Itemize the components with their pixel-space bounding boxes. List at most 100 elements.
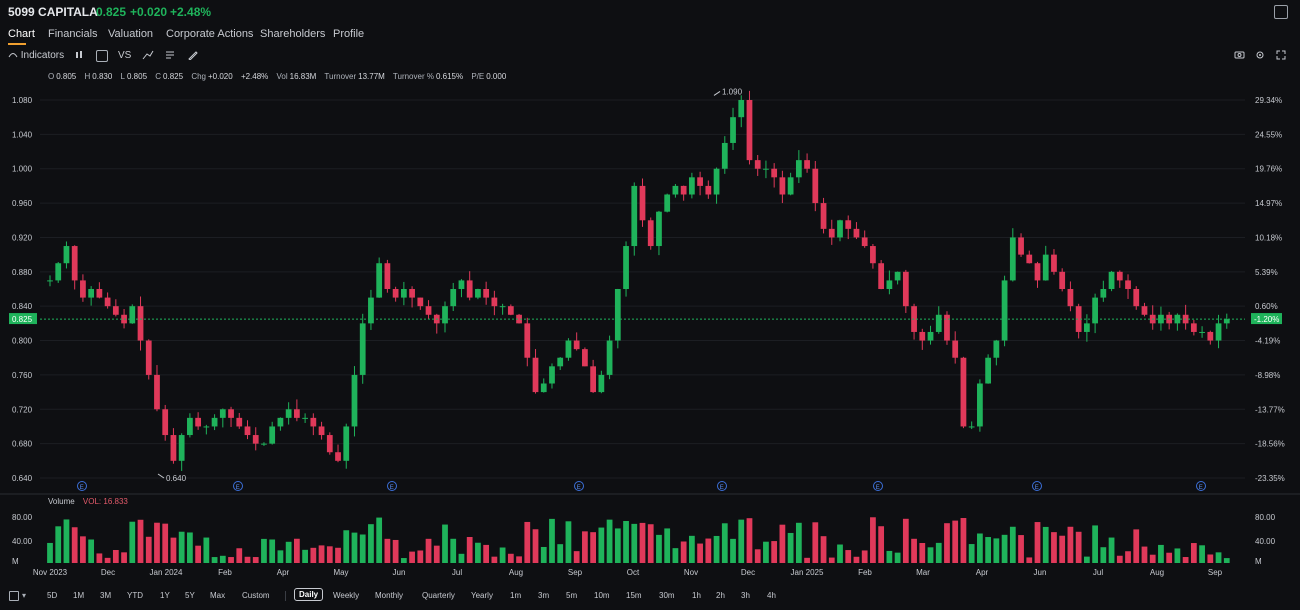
interval-yearly[interactable]: Yearly — [471, 591, 493, 600]
y-pct-tick-label: -18.56% — [1255, 440, 1285, 449]
y-pct-tick-label: 19.76% — [1255, 165, 1282, 174]
volume-bar — [145, 536, 152, 563]
min-label: 0.640 — [166, 474, 187, 483]
current-pct-tag — [1251, 313, 1282, 325]
range-5d[interactable]: 5D — [47, 591, 58, 600]
range-1m[interactable]: 1M — [73, 591, 85, 600]
calendar-icon[interactable] — [9, 591, 19, 601]
earnings-marker-label: E — [876, 485, 880, 491]
interval-daily[interactable]: Daily — [294, 588, 324, 601]
price-change-pct: +2.48% — [170, 5, 212, 19]
interval-5m[interactable]: 5m — [566, 591, 578, 600]
interval-1m[interactable]: 1m — [510, 591, 522, 600]
volume-bar — [211, 557, 218, 563]
range-custom[interactable]: Custom — [242, 591, 270, 600]
chevron-down-icon[interactable]: ▾ — [22, 591, 27, 600]
range-5y[interactable]: 5Y — [185, 591, 195, 600]
candle-body — [129, 306, 136, 324]
interval-30m[interactable]: 30m — [659, 591, 675, 600]
tab-financials[interactable]: Financials — [48, 28, 98, 40]
volume-bar — [475, 542, 481, 563]
candle-body — [1075, 306, 1082, 332]
volume-bar — [639, 522, 646, 563]
collapse-panel-icon[interactable] — [1274, 5, 1288, 19]
candle-body — [565, 340, 572, 358]
volume-bar — [935, 542, 942, 563]
volume-bar — [1051, 532, 1057, 563]
indicators-icon — [8, 53, 18, 58]
price-chart[interactable]: 1.080 29.34% 1.040 24.55% 1.000 19.76% 0.960 14… — [0, 80, 1300, 495]
candle-body — [1051, 254, 1057, 272]
interval-2h[interactable]: 2h — [716, 591, 725, 600]
earnings-marker — [1196, 481, 1206, 491]
range-1y[interactable]: 1Y — [160, 591, 170, 600]
candle-body — [688, 177, 695, 195]
interval-weekly[interactable]: Weekly — [333, 591, 360, 600]
volume-bar — [450, 538, 457, 563]
tab-profile[interactable]: Profile — [333, 28, 365, 40]
range-max[interactable]: Max — [210, 591, 226, 600]
last-price: 0.825 — [96, 5, 127, 19]
interval-15m[interactable]: 15m — [626, 591, 642, 600]
settings-icon[interactable] — [1255, 50, 1265, 63]
volume-bar — [787, 532, 794, 563]
candle-body — [697, 177, 703, 186]
x-tick-label: Mar — [916, 568, 930, 577]
template-icon[interactable] — [142, 50, 154, 63]
low-label: L — [120, 72, 125, 81]
interval-10m[interactable]: 10m — [594, 591, 610, 600]
volume-tick-label-right: 40.00 — [1255, 537, 1276, 546]
tab-shareholders[interactable]: Shareholders — [260, 28, 326, 40]
candle-body — [499, 306, 506, 308]
tab-valuation[interactable]: Valuation — [108, 28, 154, 40]
volume-bar — [1100, 547, 1107, 563]
x-tick-label: Aug — [1150, 568, 1164, 577]
max-label: 1.090 — [722, 87, 743, 96]
screenshot-icon[interactable] — [1234, 50, 1245, 62]
volume-bar — [763, 541, 769, 563]
volume-bar — [705, 538, 712, 563]
candle-type-icon[interactable] — [74, 50, 84, 63]
candle-body — [795, 160, 802, 178]
volume-bar — [1067, 526, 1074, 563]
y-tick-label: 0.760 — [12, 371, 33, 380]
x-tick-label: Feb — [858, 568, 872, 577]
volume-bar — [960, 518, 967, 563]
candle-body — [754, 160, 761, 169]
volume-bar — [252, 557, 259, 563]
interval-3h[interactable]: 3h — [741, 591, 750, 600]
interval-1h[interactable]: 1h — [692, 591, 701, 600]
candle-body — [828, 228, 835, 238]
candle-body — [1199, 331, 1205, 333]
tab-corporate-actions[interactable]: Corporate Actions — [166, 28, 254, 40]
volume-bar — [384, 538, 391, 563]
compare-button[interactable]: VS — [118, 50, 132, 61]
candle-body — [631, 185, 638, 247]
range-ytd[interactable]: YTD — [127, 591, 143, 600]
candle-body — [277, 417, 284, 427]
volume-chart[interactable]: 80.00 80.00 40.00 40.00 M M Nov 2023 Dec Jan 202… — [0, 505, 1300, 585]
interval-3m[interactable]: 3m — [538, 591, 550, 600]
interval-monthly[interactable]: Monthly — [375, 591, 404, 600]
interval-quarterly[interactable]: Quarterly — [422, 591, 455, 600]
earnings-marker-label: E — [1199, 485, 1203, 491]
draw-icon[interactable] — [188, 50, 198, 63]
fullscreen-icon[interactable] — [1276, 50, 1286, 63]
lines-icon[interactable] — [165, 50, 175, 63]
interval-4h[interactable]: 4h — [767, 591, 776, 600]
tab-chart[interactable]: Chart — [8, 28, 35, 40]
range-3m[interactable]: 3M — [100, 591, 112, 600]
indicators-label: Indicators — [20, 50, 65, 61]
indicators-button[interactable]: Indicators — [8, 50, 64, 61]
volume-bar — [516, 556, 522, 563]
x-tick-label: Nov 2023 — [33, 568, 68, 577]
interval-icon[interactable] — [96, 50, 108, 62]
volume-bar — [1182, 557, 1189, 563]
volume-bar — [507, 553, 514, 563]
candle-body — [137, 306, 144, 341]
candle-body — [293, 409, 300, 418]
candle-body — [376, 263, 383, 298]
candle-body — [804, 160, 810, 169]
volume-bar — [112, 550, 119, 563]
tab-bar: Chart Financials Valuation Corporate Act… — [0, 26, 600, 46]
